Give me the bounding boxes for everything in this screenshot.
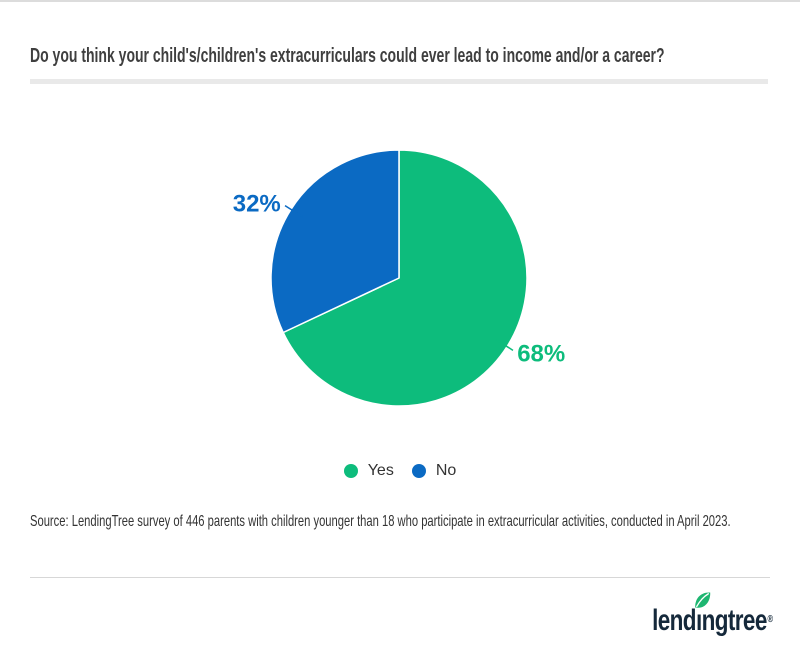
pie-data-label-no: 32%	[233, 190, 281, 217]
footer-divider	[30, 577, 770, 578]
logo-text-part2: ngtree	[701, 604, 767, 637]
chart-question-title: Do you think your child's/children's ext…	[30, 45, 665, 67]
title-divider	[30, 79, 768, 84]
legend-label-yes: Yes	[367, 462, 394, 479]
logo-letter-i: ı	[695, 592, 711, 639]
top-edge-line	[0, 0, 800, 2]
registered-trademark: ®	[767, 614, 773, 625]
chart-legend: Yes No	[0, 460, 800, 482]
legend-item-yes[interactable]: Yes	[343, 462, 394, 480]
source-note: Source: LendingTree survey of 446 parent…	[30, 513, 731, 530]
legend-label-no: No	[435, 462, 457, 479]
pie-label-connector-no	[284, 205, 304, 218]
legend-dot-yes	[343, 464, 358, 478]
pie-chart-svg: 68% 32%	[233, 149, 565, 407]
pie-chart: 68% 32%	[0, 136, 800, 436]
pie-data-label-yes: 68%	[517, 340, 565, 367]
legend-dot-no	[411, 464, 426, 478]
leaf-icon	[695, 592, 711, 608]
legend-item-no[interactable]: No	[411, 462, 457, 480]
lendingtree-logo: lendı ngtree®	[651, 592, 773, 640]
logo-dotless-i: ı	[695, 604, 702, 637]
logo-text-part1: lend	[651, 604, 696, 637]
pie-label-connector-yes	[494, 338, 514, 351]
